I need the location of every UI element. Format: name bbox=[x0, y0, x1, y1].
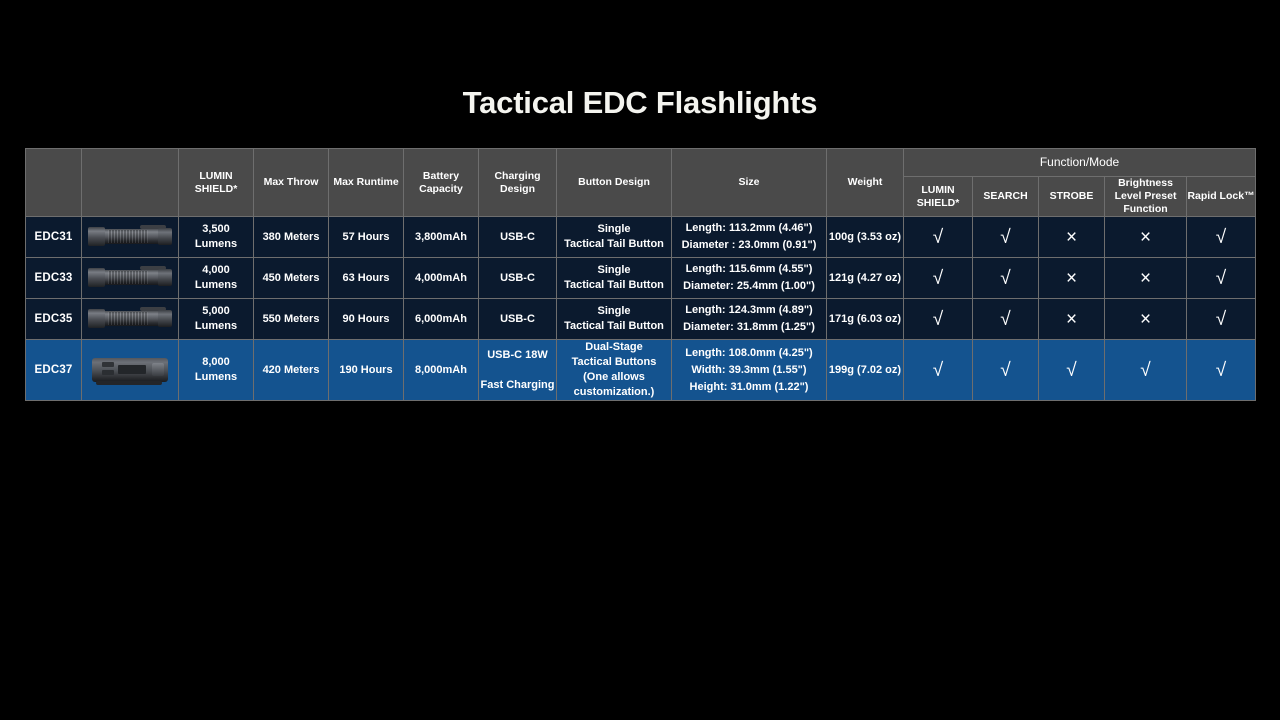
cell-size: Length: 115.6mm (4.55") Diameter: 25.4mm … bbox=[671, 257, 827, 299]
flashlight-cylinder-icon bbox=[82, 217, 178, 257]
cell-max-throw: 420 Meters bbox=[253, 339, 329, 401]
page-title: Tactical EDC Flashlights bbox=[462, 85, 818, 120]
cell-function-lumin-shield: √ bbox=[903, 298, 973, 340]
cell-lumens: 5,000 Lumens bbox=[178, 298, 254, 340]
cell-model: EDC37 bbox=[25, 339, 82, 401]
cell-function-strobe: √ bbox=[1038, 339, 1105, 401]
flashlight-comparison-table: LUMIN SHIELD* Max Throw Max Runtime Batt… bbox=[25, 148, 1257, 401]
lumens-value: 3,500 bbox=[202, 223, 230, 235]
cell-function-search: √ bbox=[972, 257, 1039, 299]
cell-charging-design: USB-C bbox=[478, 257, 557, 299]
cell-function-strobe: × bbox=[1038, 298, 1105, 340]
cell-charging-design: USB-C bbox=[478, 298, 557, 340]
cell-weight: 121g (4.27 oz) bbox=[826, 257, 904, 299]
cell-product-image bbox=[81, 298, 179, 340]
header-charging-design: Charging Design bbox=[478, 148, 557, 217]
cell-product-image bbox=[81, 257, 179, 299]
cell-function-lumin-shield: √ bbox=[903, 216, 973, 258]
header-weight: Weight bbox=[826, 148, 904, 217]
cell-function-rapid-lock: √ bbox=[1185, 257, 1257, 299]
cell-function-rapid-lock: √ bbox=[1185, 298, 1257, 340]
cell-size: Length: 108.0mm (4.25") Width: 39.3mm (1.… bbox=[671, 339, 827, 401]
cell-lumens: 3,500 Lumens bbox=[178, 216, 254, 258]
cell-function-brightness-preset: × bbox=[1104, 298, 1187, 340]
cell-max-throw: 550 Meters bbox=[253, 298, 329, 340]
table-row[interactable]: EDC33 4,000 Lumens 450 Meters 63 Hours 4,000m… bbox=[25, 257, 1257, 299]
flashlight-cylinder-icon bbox=[82, 258, 178, 298]
table-row[interactable]: EDC35 5,000 Lumens 550 Meters 90 Hours 6,000m… bbox=[25, 298, 1257, 340]
cell-size: Length: 113.2mm (4.46") Diameter : 23.0mm… bbox=[671, 216, 827, 258]
cell-model: EDC35 bbox=[25, 298, 82, 340]
cell-function-lumin-shield: √ bbox=[903, 257, 973, 299]
lumens-value: 8,000 bbox=[202, 356, 230, 368]
flashlight-box-icon bbox=[82, 350, 178, 390]
cell-button-design: Single Tactical Tail Button bbox=[556, 298, 672, 340]
cell-function-rapid-lock: √ bbox=[1185, 339, 1257, 401]
header-function-strobe: STROBE bbox=[1038, 176, 1105, 217]
cell-battery-capacity: 4,000mAh bbox=[403, 257, 479, 299]
cell-function-search: √ bbox=[972, 339, 1039, 401]
header-function-search: SEARCH bbox=[972, 176, 1039, 217]
cell-max-runtime: 190 Hours bbox=[328, 339, 404, 401]
lumens-value: 5,000 bbox=[202, 305, 230, 317]
header-button-design: Button Design bbox=[556, 148, 672, 217]
cell-weight: 199g (7.02 oz) bbox=[826, 339, 904, 401]
header-function-brightness-preset: Brightness Level Preset Function bbox=[1104, 176, 1187, 217]
header-function-rapid-lock: Rapid Lock™ bbox=[1185, 176, 1257, 217]
header-size: Size bbox=[671, 148, 827, 217]
header-function-lumin-shield: LUMIN SHIELD* bbox=[903, 176, 973, 217]
cell-button-design: Single Tactical Tail Button bbox=[556, 257, 672, 299]
cell-lumens: 4,000 Lumens bbox=[178, 257, 254, 299]
table-body: EDC31 3,500 Lumens 380 Meters 57 Hours 3,800m… bbox=[25, 216, 1257, 401]
flashlight-cylinder-icon bbox=[82, 299, 178, 339]
cell-charging-design: USB-C 18W Fast Charging bbox=[478, 339, 557, 401]
table-row[interactable]: EDC37 8,000 Lumens 420 Meters 190 Hours 8,000… bbox=[25, 339, 1257, 401]
lumens-unit: Lumens bbox=[194, 279, 238, 291]
cell-function-strobe: × bbox=[1038, 216, 1105, 258]
cell-max-runtime: 90 Hours bbox=[328, 298, 404, 340]
lumens-unit: Lumens bbox=[194, 371, 238, 383]
lumens-unit: Lumens bbox=[194, 238, 238, 250]
cell-battery-capacity: 6,000mAh bbox=[403, 298, 479, 340]
cell-product-image bbox=[81, 339, 179, 401]
cell-model: EDC33 bbox=[25, 257, 82, 299]
cell-function-lumin-shield: √ bbox=[903, 339, 973, 401]
table-row[interactable]: EDC31 3,500 Lumens 380 Meters 57 Hours 3,800m… bbox=[25, 216, 1257, 258]
cell-max-throw: 450 Meters bbox=[253, 257, 329, 299]
cell-function-search: √ bbox=[972, 298, 1039, 340]
header-model bbox=[25, 148, 82, 217]
cell-function-brightness-preset: × bbox=[1104, 216, 1187, 258]
cell-battery-capacity: 8,000mAh bbox=[403, 339, 479, 401]
cell-function-brightness-preset: √ bbox=[1104, 339, 1187, 401]
cell-function-search: √ bbox=[972, 216, 1039, 258]
cell-weight: 171g (6.03 oz) bbox=[826, 298, 904, 340]
cell-model: EDC31 bbox=[25, 216, 82, 258]
cell-product-image bbox=[81, 216, 179, 258]
cell-charging-design: USB-C bbox=[478, 216, 557, 258]
header-row-top: LUMIN SHIELD* Max Throw Max Runtime Batt… bbox=[25, 148, 1257, 217]
table-header: LUMIN SHIELD* Max Throw Max Runtime Batt… bbox=[25, 148, 1257, 217]
cell-lumens: 8,000 Lumens bbox=[178, 339, 254, 401]
header-battery-capacity: Battery Capacity bbox=[403, 148, 479, 217]
cell-function-strobe: × bbox=[1038, 257, 1105, 299]
cell-weight: 100g (3.53 oz) bbox=[826, 216, 904, 258]
cell-max-runtime: 63 Hours bbox=[328, 257, 404, 299]
cell-battery-capacity: 3,800mAh bbox=[403, 216, 479, 258]
cell-max-throw: 380 Meters bbox=[253, 216, 329, 258]
cell-function-brightness-preset: × bbox=[1104, 257, 1187, 299]
header-row-functions: LUMIN SHIELD* SEARCH STROBE Brightness L… bbox=[26, 176, 1257, 217]
comparison-table-container: LUMIN SHIELD* Max Throw Max Runtime Batt… bbox=[25, 148, 1257, 401]
cell-size: Length: 124.3mm (4.89") Diameter: 31.8mm … bbox=[671, 298, 827, 340]
header-lumin-shield: LUMIN SHIELD* bbox=[178, 148, 254, 217]
header-image bbox=[81, 148, 179, 217]
header-function-mode-group: Function/Mode bbox=[902, 148, 1257, 177]
lumens-unit: Lumens bbox=[194, 320, 238, 332]
cell-button-design: Dual-Stage Tactical Buttons (One allows cus… bbox=[556, 339, 672, 401]
header-max-throw: Max Throw bbox=[253, 148, 329, 217]
cell-max-runtime: 57 Hours bbox=[328, 216, 404, 258]
header-max-runtime: Max Runtime bbox=[328, 148, 404, 217]
lumens-value: 4,000 bbox=[202, 264, 230, 276]
cell-button-design: Single Tactical Tail Button bbox=[556, 216, 672, 258]
cell-function-rapid-lock: √ bbox=[1185, 216, 1257, 258]
